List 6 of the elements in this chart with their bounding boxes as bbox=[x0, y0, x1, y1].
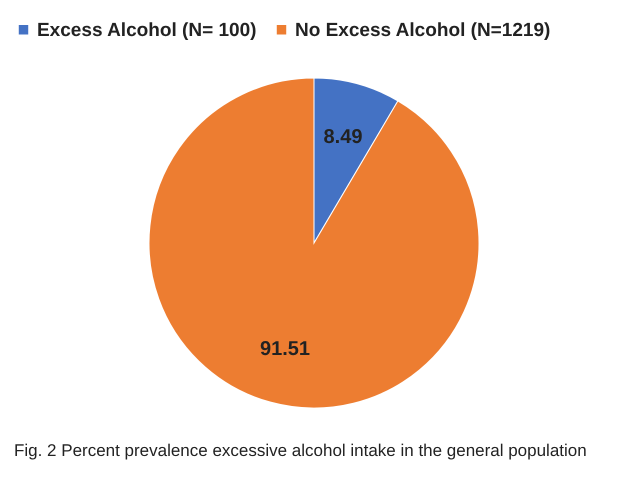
legend-label: No Excess Alcohol (N=1219) bbox=[295, 20, 550, 41]
data-label: 8.49 bbox=[324, 126, 362, 148]
caption: Fig. 2 Percent prevalence excessive alcohol intake in the general population bbox=[14, 440, 588, 462]
legend-label: Excess Alcohol (N= 100) bbox=[37, 20, 256, 41]
pie-slice bbox=[148, 78, 480, 408]
data-label: 91.51 bbox=[260, 338, 310, 360]
